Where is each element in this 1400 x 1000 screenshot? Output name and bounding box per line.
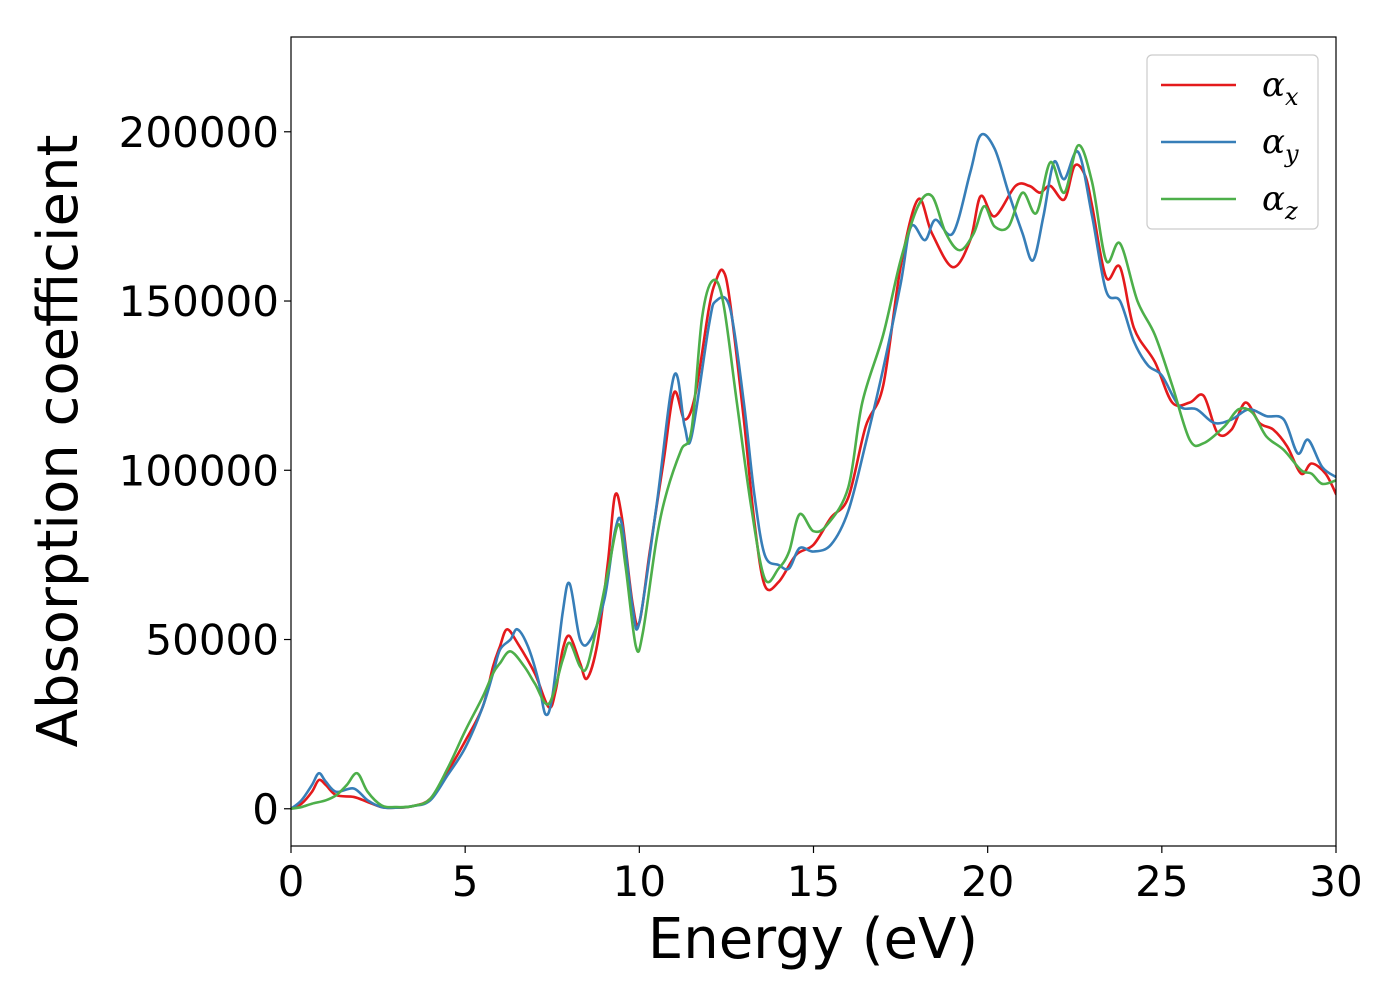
y-tick-label: 200000 [119, 108, 279, 157]
ticks-layer: 0 5 10 15 20 25 30 0 50000 100000 150000 200000 [119, 108, 1363, 906]
series-line-z [291, 144, 1336, 811]
x-tick-label: 25 [1135, 857, 1188, 906]
plot-frame [290, 36, 1337, 847]
legend: αx αy αz [1146, 54, 1319, 230]
y-tick-label: 100000 [119, 446, 279, 495]
legend-label-z: αz [1262, 179, 1298, 225]
y-tick-label: 0 [252, 785, 279, 834]
legend-label-y: αy [1262, 122, 1299, 168]
legend-label-x: αx [1262, 65, 1299, 111]
x-tick-label: 15 [787, 857, 840, 906]
y-tick-label: 50000 [145, 616, 279, 665]
y-tick-label: 150000 [119, 277, 279, 326]
series-line-y [291, 132, 1336, 811]
x-tick-label: 5 [452, 857, 479, 906]
x-tick-label: 10 [613, 857, 666, 906]
x-tick-label: 20 [961, 857, 1014, 906]
series-layer [291, 132, 1336, 811]
x-tick-label: 0 [278, 857, 305, 906]
y-axis-title: Absorption coefficient [26, 135, 91, 748]
x-tick-label: 30 [1309, 857, 1362, 906]
x-axis-title: Energy (eV) [648, 907, 978, 972]
